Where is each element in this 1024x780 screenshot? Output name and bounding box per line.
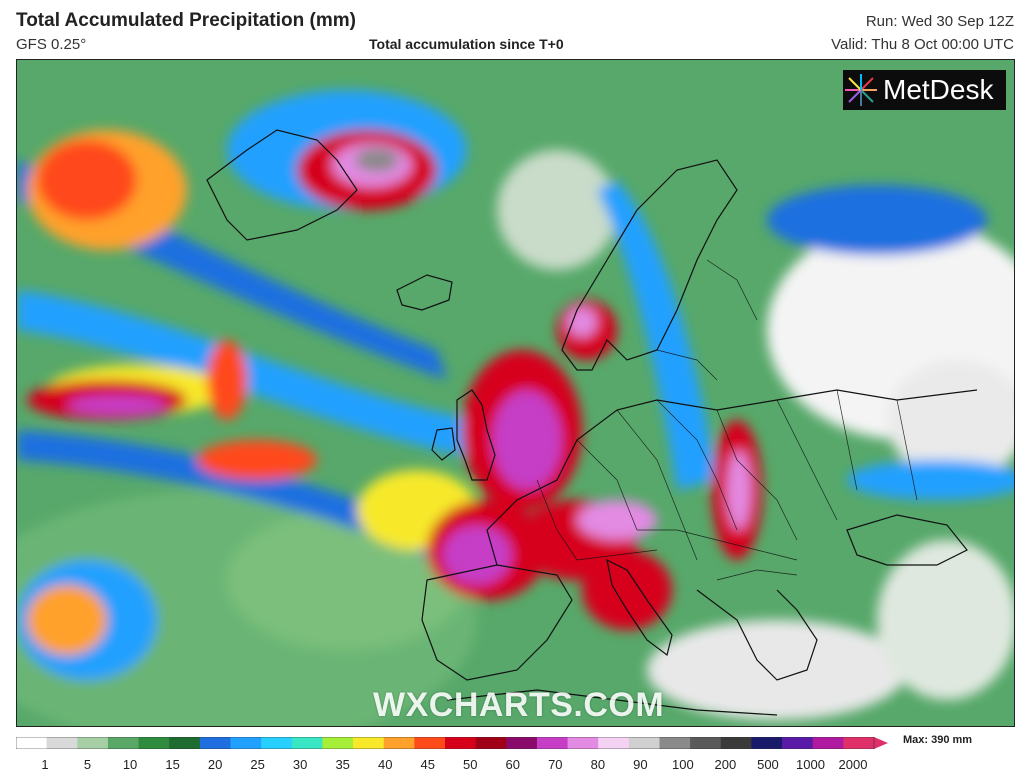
colorbar-tick-label: 50 — [463, 757, 478, 772]
colorbar-outline — [16, 737, 875, 749]
colorbar-tick-label: 500 — [757, 757, 779, 772]
colorbar-cell — [46, 737, 78, 749]
colorbar-cell — [598, 737, 630, 749]
colorbar-tick-label: 10 — [122, 757, 138, 772]
colorbar-cell — [261, 737, 293, 749]
colorbar — [16, 737, 888, 749]
colorbar-cell — [628, 737, 660, 749]
colorbar-tick-label: 35 — [335, 757, 350, 772]
colorbar-cell — [567, 737, 599, 749]
colorbar-cell — [751, 737, 783, 749]
colorbar-cell — [782, 737, 814, 749]
colorbar-cell — [230, 737, 262, 749]
colorbar-cell — [353, 737, 385, 749]
max-label: Max: 390 mm — [903, 734, 973, 746]
colorbar-cell — [322, 737, 354, 749]
colorbar-cell — [77, 737, 109, 749]
colorbar-cell — [138, 737, 170, 749]
model-label: GFS 0.25° — [16, 36, 87, 53]
colorbar-cell — [659, 737, 691, 749]
colorbar-cell — [445, 737, 477, 749]
colorbar-tick-label: 20 — [207, 757, 223, 772]
colorbar-cell — [720, 737, 752, 749]
colorbar-tick-label: 1000 — [796, 757, 825, 772]
colorbar-tick-label: 100 — [672, 757, 694, 772]
colorbar-cell — [291, 737, 323, 749]
colorbar-tick-label: 45 — [420, 757, 435, 772]
colorbar-cell — [169, 737, 201, 749]
map-svg: MetDesk — [17, 60, 1014, 726]
colorbar-tick-label: 60 — [505, 757, 521, 772]
colorbar-tick-label: 30 — [292, 757, 308, 772]
watermark-text: WXCHARTS.COM — [373, 686, 665, 724]
colorbar-cell — [414, 737, 446, 749]
colorbar-cell — [812, 737, 844, 749]
colorbar-tick-label: 40 — [377, 757, 393, 772]
colorbar-tick-label: 15 — [165, 757, 180, 772]
chart-title: Total Accumulated Precipitation (mm) — [16, 10, 356, 31]
colorbar-cell — [843, 737, 875, 749]
colorbar-arrow — [874, 737, 888, 749]
precipitation-map[interactable]: MetDesk WXCHARTS.COM — [16, 59, 1015, 727]
colorbar-cell — [383, 737, 415, 749]
coastlines — [206, 129, 978, 716]
colorbar-cell — [199, 737, 231, 749]
country-borders — [536, 259, 918, 581]
precip-field — [17, 90, 1014, 726]
metdesk-logo: MetDesk — [843, 70, 1006, 110]
run-time: Run: Wed 30 Sep 12Z — [865, 13, 1014, 30]
colorbar-cell — [506, 737, 538, 749]
colorbar-tick-label: 200 — [714, 757, 737, 772]
colorbar-tick-label: 25 — [250, 757, 265, 772]
colorbar-tick-label: 2000 — [838, 757, 868, 772]
brand-name: MetDesk — [883, 74, 994, 105]
burst-icon — [845, 74, 877, 106]
colorbar-ticks: 1 5 10 15 20 25 30 35 40 45 50 60 70 80 90 100 200 500 100… — [16, 757, 876, 777]
colorbar-cell — [475, 737, 507, 749]
colorbar-cell — [690, 737, 722, 749]
colorbar-cell — [536, 737, 569, 749]
colorbar-svg — [16, 737, 888, 749]
colorbar-tick-label: 70 — [548, 757, 563, 772]
colorbar-tick-label: 90 — [633, 757, 648, 772]
colorbar-cell — [107, 737, 140, 749]
colorbar-tick-label: 1 — [41, 757, 49, 772]
colorbar-tick-label: 5 — [83, 757, 92, 772]
colorbar-cells — [16, 737, 875, 749]
valid-time: Valid: Thu 8 Oct 00:00 UTC — [831, 36, 1014, 53]
colorbar-cell — [16, 737, 48, 749]
chart-subtitle: Total accumulation since T+0 — [369, 36, 564, 52]
colorbar-tick-label: 80 — [590, 757, 606, 772]
